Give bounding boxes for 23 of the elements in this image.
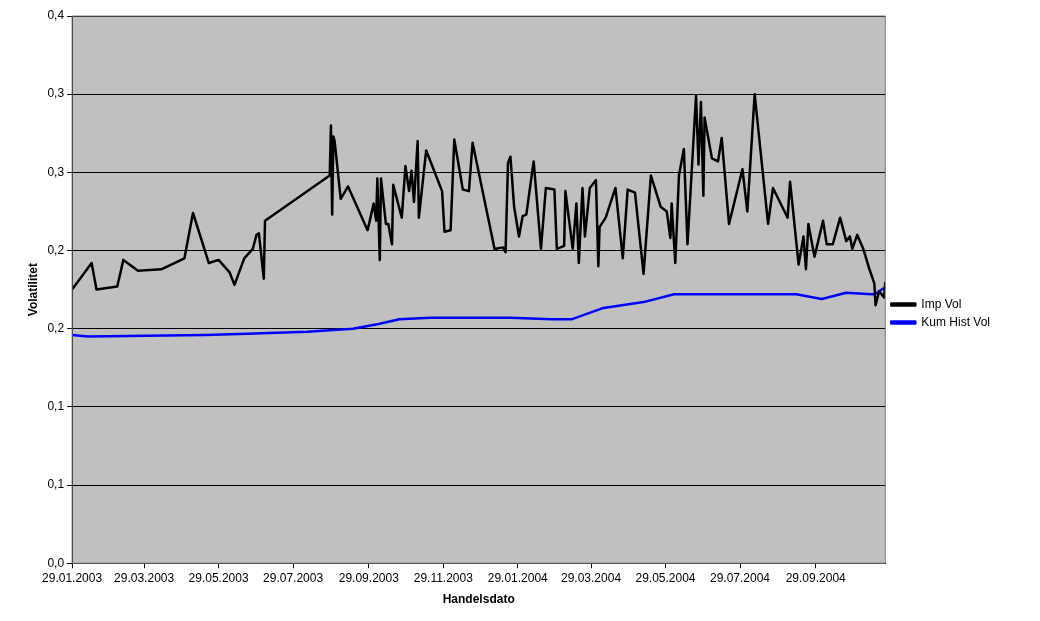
x-tick-label: 29.01.2004 xyxy=(487,570,549,585)
x-tick-label: 29.07.2004 xyxy=(709,570,771,585)
x-axis-title: Handelsdato xyxy=(442,592,515,607)
x-tick-label: 29.11.2003 xyxy=(413,570,474,585)
x-tick-label: 29.03.2003 xyxy=(114,570,175,585)
x-tick-label: 29.05.2003 xyxy=(188,570,249,585)
y-tick-label: 0,3 xyxy=(47,86,65,101)
y-tick-label: 0,4 xyxy=(47,8,65,23)
x-tick-label: 29.03.2004 xyxy=(561,570,622,585)
x-tick-label: 29.05.2004 xyxy=(635,570,696,585)
x-tick-label: 29.09.2003 xyxy=(338,570,400,585)
y-tick-label: 0,1 xyxy=(47,477,65,492)
y-tick-label: 0,1 xyxy=(47,399,65,414)
x-tick-label: 29.07.2003 xyxy=(263,570,324,585)
y-tick-label: 0,0 xyxy=(47,555,65,570)
legend-label: Kum Hist Vol xyxy=(921,314,991,329)
y-tick-label: 0,2 xyxy=(47,321,65,335)
x-tick-label: 29.09.2004 xyxy=(785,570,847,585)
x-tick-label: 29.01.2003 xyxy=(42,570,103,585)
y-tick-label: 0,2 xyxy=(47,242,65,257)
y-axis-title: Volatilitet xyxy=(25,263,40,317)
y-tick-label: 0,3 xyxy=(47,164,65,179)
legend-label: Imp Vol xyxy=(921,296,962,311)
